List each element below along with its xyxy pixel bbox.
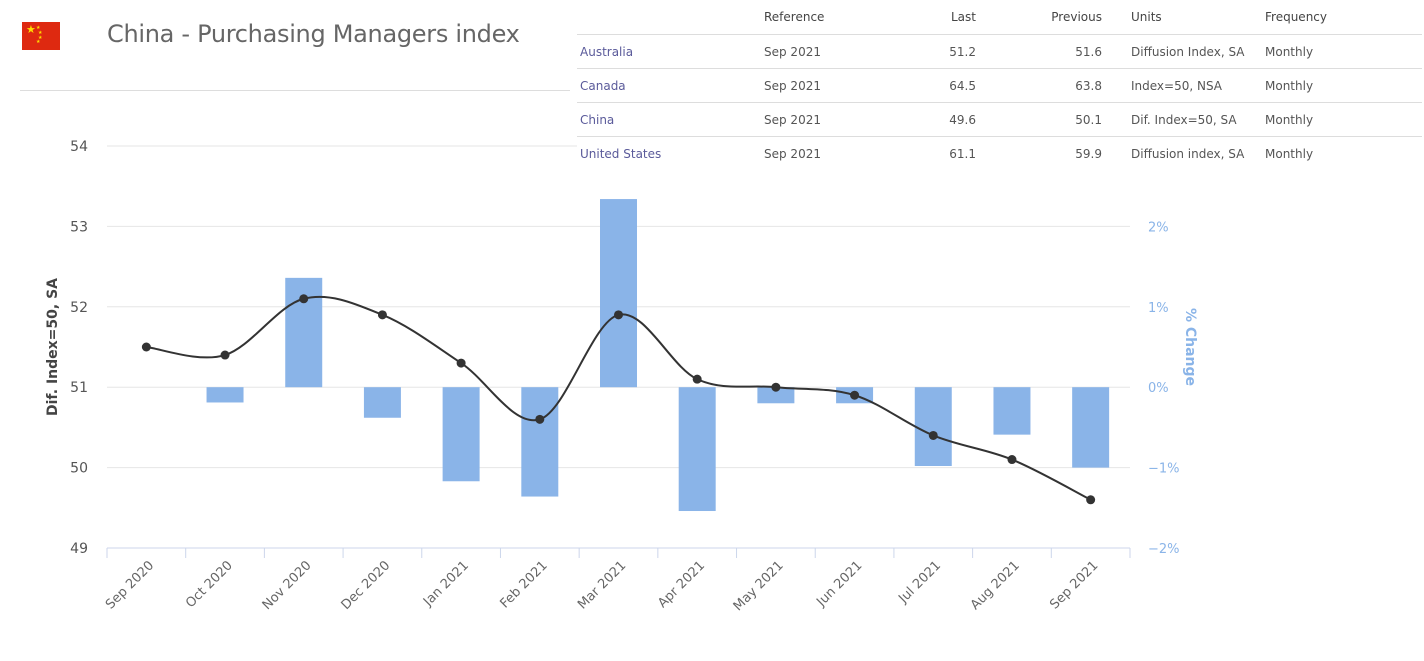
line-point: [535, 414, 545, 424]
col-reference: Reference: [764, 10, 825, 24]
line-point: [1086, 495, 1096, 505]
previous-cell: 50.1: [976, 102, 1102, 137]
table-row: United States Sep 2021 61.1 59.9 Diffusi…: [577, 136, 1422, 170]
col-previous: Previous: [1051, 10, 1102, 24]
bar: [206, 387, 244, 403]
bar: [757, 387, 795, 404]
last-cell: 49.6: [894, 102, 976, 137]
bar: [521, 387, 559, 497]
col-country: [577, 0, 764, 35]
units-cell: Diffusion index, SA: [1102, 136, 1265, 170]
y2-tick-label: −1%: [1148, 462, 1180, 477]
reference-cell: Sep 2021: [764, 136, 894, 170]
x-tick-label: Feb 2021: [497, 558, 550, 611]
y-tick-label: 50: [70, 461, 88, 477]
reference-cell: Sep 2021: [764, 102, 894, 137]
col-last: Last: [951, 10, 976, 24]
table-row: Australia Sep 2021 51.2 51.6 Diffusion I…: [577, 34, 1422, 69]
line-point: [377, 310, 387, 320]
line-point: [928, 430, 938, 440]
last-cell: 64.5: [894, 68, 976, 103]
y-tick-label: 52: [70, 300, 88, 316]
line-point: [850, 390, 860, 400]
x-tick-label: Mar 2021: [575, 558, 629, 612]
country-link[interactable]: Canada: [580, 78, 626, 93]
y2-tick-label: 1%: [1148, 301, 1169, 316]
line-point: [692, 374, 702, 384]
units-cell: Dif. Index=50, SA: [1102, 102, 1265, 137]
bar: [285, 277, 323, 388]
x-tick-label: Apr 2021: [655, 558, 708, 611]
last-cell: 51.2: [894, 34, 976, 69]
x-tick-label: Oct 2020: [183, 558, 236, 611]
x-tick-label: Jul 2021: [895, 558, 944, 607]
line-point: [220, 350, 230, 360]
country-link[interactable]: Australia: [580, 44, 634, 59]
line-point: [1007, 455, 1017, 465]
col-frequency: Frequency: [1265, 10, 1327, 24]
x-tick-label: Aug 2021: [968, 558, 1023, 613]
frequency-cell: Monthly: [1265, 136, 1422, 170]
table-row: China Sep 2021 49.6 50.1 Dif. Index=50, …: [577, 102, 1422, 137]
bar: [1072, 387, 1110, 468]
last-cell: 61.1: [894, 136, 976, 170]
x-tick-label: Jan 2021: [420, 558, 472, 610]
units-cell: Diffusion Index, SA: [1102, 34, 1265, 69]
y-axis-title: Dif. Index=50, SA: [45, 278, 61, 416]
line-point: [771, 382, 781, 392]
frequency-cell: Monthly: [1265, 102, 1422, 137]
china-flag-icon: ★ ★ ★ ★ ★: [22, 22, 60, 50]
bar: [442, 387, 480, 482]
bar: [914, 387, 952, 466]
comparison-table: Reference Last Previous Units Frequency …: [577, 0, 1422, 170]
y-tick-label: 54: [70, 139, 88, 155]
line-point: [614, 310, 623, 320]
line-point: [141, 342, 151, 352]
bar: [678, 387, 716, 512]
line-point: [456, 358, 466, 368]
reference-cell: Sep 2021: [764, 34, 894, 69]
x-tick-label: Jun 2021: [813, 558, 865, 610]
divider: [20, 90, 570, 91]
reference-cell: Sep 2021: [764, 68, 894, 103]
country-link[interactable]: United States: [580, 146, 662, 161]
y-tick-label: 51: [70, 380, 88, 396]
bar: [993, 387, 1031, 435]
x-tick-label: Dec 2020: [339, 558, 394, 613]
line-point: [299, 294, 309, 304]
table-header: Reference Last Previous Units Frequency: [577, 0, 1422, 35]
y2-tick-label: 2%: [1148, 220, 1169, 235]
x-tick-label: Nov 2020: [260, 558, 315, 613]
y2-tick-label: −2%: [1148, 542, 1180, 557]
y2-tick-label: 0%: [1148, 381, 1169, 396]
y-tick-label: 49: [70, 541, 88, 557]
x-tick-label: Sep 2020: [103, 558, 157, 612]
page-title: China - Purchasing Managers index: [107, 20, 520, 48]
y2-axis-title: % Change: [1182, 308, 1198, 386]
y-tick-label: 53: [70, 219, 88, 235]
frequency-cell: Monthly: [1265, 34, 1422, 69]
previous-cell: 59.9: [976, 136, 1102, 170]
table-row: Canada Sep 2021 64.5 63.8 Index=50, NSA …: [577, 68, 1422, 103]
bar: [600, 199, 637, 388]
country-link[interactable]: China: [580, 112, 615, 127]
frequency-cell: Monthly: [1265, 68, 1422, 103]
x-tick-label: Sep 2021: [1047, 558, 1101, 612]
col-units: Units: [1131, 10, 1162, 24]
previous-cell: 51.6: [976, 34, 1102, 69]
x-tick-label: May 2021: [731, 558, 787, 614]
previous-cell: 63.8: [976, 68, 1102, 103]
units-cell: Index=50, NSA: [1102, 68, 1265, 103]
bar: [363, 387, 401, 418]
